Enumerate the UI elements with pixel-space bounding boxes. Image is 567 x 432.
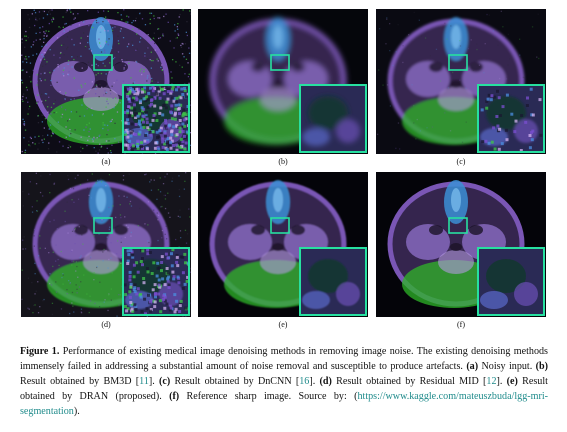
- panel-e-image: [198, 172, 368, 317]
- citation-link-12[interactable]: 12: [486, 376, 497, 387]
- mri-slice-image: [198, 9, 368, 154]
- panel-d-label: (d): [101, 320, 111, 329]
- caption-text-d: Result obtained by Residual MID [: [331, 376, 487, 387]
- caption-tag-d: (d): [319, 376, 332, 387]
- panel-d-image: [21, 172, 191, 317]
- source-link[interactable]: https://www.kaggle.com/mateuszbuda/lgg-m…: [20, 391, 548, 417]
- caption-tag-a: (a): [466, 361, 479, 372]
- caption-text-e: Result obtained by DRAN (proposed).: [20, 376, 548, 402]
- caption-text-b: Result obtained by BM3D [: [20, 376, 140, 387]
- caption-text: Performance of existing medical image de…: [20, 346, 548, 372]
- mri-slice-image: [376, 172, 546, 317]
- caption-text-c: Result obtained by DnCNN [: [170, 376, 300, 387]
- panel-f-label: (f): [457, 320, 465, 329]
- caption-tag-c: (c): [159, 376, 171, 387]
- caption-bracket-b: ].: [148, 376, 160, 387]
- mri-slice-image: [198, 172, 368, 317]
- panel-b-label: (b): [278, 157, 288, 166]
- figure-number: Figure 1.: [20, 346, 60, 357]
- mri-slice-image: [21, 172, 191, 317]
- caption-text-f: Reference sharp image. Source by: (: [179, 391, 358, 402]
- caption-tail: ).: [73, 406, 80, 417]
- caption-tag-e: (e): [506, 376, 518, 387]
- figure-caption: Figure 1. Performance of existing medica…: [20, 344, 548, 419]
- citation-link-16[interactable]: 16: [299, 376, 310, 387]
- panel-a-image: [21, 9, 191, 154]
- caption-tag-b: (b): [535, 361, 548, 372]
- caption-tag-f: (f): [169, 391, 180, 402]
- panel-c-image: [376, 9, 546, 154]
- caption-bracket-c: ].: [309, 376, 320, 387]
- panel-e-label: (e): [278, 320, 288, 329]
- caption-text-a: Noisy input.: [478, 361, 536, 372]
- citation-link-11[interactable]: 11: [139, 376, 149, 387]
- panel-f-image: [376, 172, 546, 317]
- caption-bracket-d: ].: [496, 376, 507, 387]
- mri-slice-image: [21, 9, 191, 154]
- mri-slice-image: [376, 9, 546, 154]
- panel-c-label: (c): [456, 157, 466, 166]
- panel-a-label: (a): [101, 157, 111, 166]
- panel-b-image: [198, 9, 368, 154]
